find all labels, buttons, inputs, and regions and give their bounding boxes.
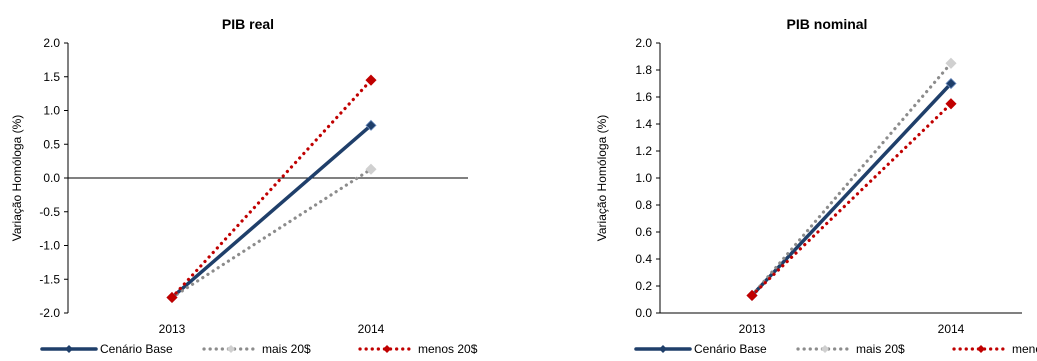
y-tick-label: 0.6 [635, 225, 652, 239]
data-point-1-1 [945, 57, 957, 69]
legend-marker-1 [227, 345, 235, 353]
y-tick-label: 0.2 [635, 279, 652, 293]
y-axis-label: Variação Homóloga (%) [10, 115, 24, 242]
chart-title: PIB real [222, 16, 274, 32]
y-tick-label: 0.0 [635, 306, 652, 320]
y-tick-label: 2.0 [635, 36, 652, 50]
y-tick-label: 0.8 [635, 198, 652, 212]
y-axis-label: Variação Homóloga (%) [595, 115, 609, 242]
legend-marker-2 [977, 345, 985, 353]
series-line-0 [170, 123, 373, 300]
data-point-0-1 [945, 77, 957, 90]
y-tick-label: -1.5 [39, 272, 60, 286]
legend-label-0: Cenário Base [694, 342, 767, 356]
legend-marker-1 [821, 345, 829, 353]
data-point-2-1 [945, 98, 957, 110]
legend-marker-0 [65, 345, 73, 353]
data-point-1-1 [365, 163, 377, 175]
legend-label-1: mais 20$ [262, 342, 311, 356]
y-tick-label: 1.4 [635, 117, 652, 131]
legend-label-2: menos 20$ [1012, 342, 1037, 356]
y-tick-label: 0.5 [43, 137, 60, 151]
y-tick-label: -0.5 [39, 205, 60, 219]
y-tick-label: -1.0 [39, 239, 60, 253]
y-tick-label: 1.2 [635, 144, 652, 158]
y-tick-label: -2.0 [39, 306, 60, 320]
x-tick-label: 2013 [739, 322, 766, 336]
y-tick-label: 0.4 [635, 252, 652, 266]
data-point-2-1 [365, 74, 377, 86]
x-tick-label: 2014 [938, 322, 965, 336]
legend-label-2: menos 20$ [418, 342, 478, 356]
data-point-0-1 [365, 119, 377, 131]
data-point-2-0 [166, 291, 178, 304]
y-tick-label: 2.0 [43, 36, 60, 50]
chart-title: PIB nominal [787, 16, 868, 32]
legend-marker-0 [659, 345, 667, 353]
series-line-2 [170, 78, 373, 300]
legend-label-0: Cenário Base [100, 342, 173, 356]
data-point-2-0 [746, 289, 758, 302]
series-line-1 [750, 61, 953, 298]
chart-1: PIB nominal Variação Homóloga (%) 2.0 1.8 1.… [595, 16, 1037, 356]
y-tick-label: 1.0 [635, 171, 652, 185]
x-tick-label: 2014 [358, 322, 385, 336]
y-tick-label: 1.0 [43, 104, 60, 118]
series-line-0 [750, 81, 953, 298]
y-tick-label: 1.8 [635, 63, 652, 77]
y-tick-label: 1.5 [43, 70, 60, 84]
y-tick-label: 0.0 [43, 171, 60, 185]
series-line-2 [750, 102, 953, 298]
legend-marker-2 [383, 345, 391, 353]
legend-label-1: mais 20$ [856, 342, 905, 356]
y-tick-label: 1.6 [635, 90, 652, 104]
chart-0: PIB real Variação Homóloga (%) 2.0 1.5 1.0 0.… [10, 16, 478, 356]
x-tick-label: 2013 [159, 322, 186, 336]
